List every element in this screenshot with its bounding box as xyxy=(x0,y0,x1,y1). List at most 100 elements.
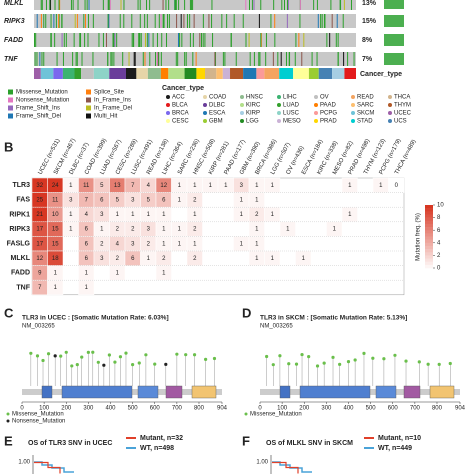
cell-value: 7 xyxy=(85,197,89,203)
mutation-tick xyxy=(87,14,89,28)
legend-swatch xyxy=(8,113,13,119)
row-label: RIPK3 xyxy=(9,226,30,233)
mutation-tick xyxy=(113,33,115,47)
lollipop-head xyxy=(271,363,275,367)
cell-value: 6 xyxy=(85,241,89,247)
cell-value: 2 xyxy=(193,227,197,233)
legend-dot xyxy=(203,95,207,99)
heatmap-cell xyxy=(295,250,312,266)
cancer-segment xyxy=(81,68,94,79)
mutation-tick xyxy=(184,0,186,10)
mutation-tick xyxy=(146,0,148,10)
lollipop-head xyxy=(212,356,217,361)
mutation-tick xyxy=(34,33,36,47)
mutation-tick xyxy=(157,52,159,66)
lollipop-head xyxy=(448,361,452,366)
colorbar-label: 6 xyxy=(437,228,441,234)
cancer-segment xyxy=(168,68,185,79)
x-tick-label: 600 xyxy=(150,406,161,412)
mutation-tick xyxy=(73,33,75,47)
cell-value: 17 xyxy=(36,241,43,247)
cell-value: 1 xyxy=(178,197,182,203)
mutation-tick xyxy=(295,33,297,47)
mutation-tick xyxy=(212,33,214,47)
legend-dot xyxy=(166,95,170,99)
cell-value: 1 xyxy=(271,212,275,218)
mutation-tick xyxy=(179,33,181,47)
cell-value: 1 xyxy=(147,212,151,218)
mutation-tick xyxy=(274,33,276,47)
mutation-tick xyxy=(50,33,52,47)
cancer-segment xyxy=(62,68,75,79)
mutation-tick xyxy=(107,52,109,66)
heatmap-cell xyxy=(279,221,296,237)
mutation-tick xyxy=(92,14,94,28)
mutation-tick xyxy=(335,33,337,47)
percent-label: 15% xyxy=(362,18,377,25)
cell-value: 1 xyxy=(255,227,259,233)
colorbar-step xyxy=(425,227,433,231)
mutation-tick xyxy=(340,0,342,10)
colorbar-label: 8 xyxy=(437,215,441,221)
transcript: NM_003265 xyxy=(22,324,55,330)
mutation-tick xyxy=(154,14,156,28)
lollipop-head xyxy=(35,354,40,358)
mutation-tick xyxy=(79,33,81,47)
mutation-tick xyxy=(311,52,313,66)
cell-value: 1 xyxy=(162,241,166,247)
mutation-tick xyxy=(175,52,177,66)
mutation-tick xyxy=(163,14,165,28)
lollipop-head xyxy=(96,360,100,364)
protein-domain xyxy=(61,385,133,399)
cell-value: 1 xyxy=(116,270,120,276)
cancer-segment xyxy=(243,68,257,79)
cell-value: 6 xyxy=(131,256,135,262)
legend-dot xyxy=(244,412,248,416)
mutation-tick xyxy=(337,52,339,66)
mutation-tick xyxy=(286,14,288,28)
cancer-segment xyxy=(279,68,294,79)
colorbar-step xyxy=(425,261,433,266)
colorbar-label: 0 xyxy=(437,266,441,272)
mutation-tick xyxy=(54,0,56,10)
cell-value: 1 xyxy=(147,256,151,262)
y-tick-label: 1.00 xyxy=(18,460,30,466)
mutation-tick xyxy=(102,33,104,47)
x-tick-label: 700 xyxy=(172,406,183,412)
cell-value: 1 xyxy=(379,183,383,189)
cell-value: 18 xyxy=(52,256,59,262)
mutation-tick xyxy=(189,33,191,47)
mutation-tick xyxy=(55,14,57,28)
cell-value: 1 xyxy=(193,212,197,218)
lollipop-head xyxy=(331,355,335,359)
cancer-segment xyxy=(216,68,223,79)
legend-label: BLCA xyxy=(172,103,188,109)
cell-value: 2 xyxy=(116,227,120,233)
cell-value: 6 xyxy=(85,227,89,233)
transcript: NM_003265 xyxy=(260,324,293,330)
legend-dot xyxy=(240,111,244,115)
cancer-segment xyxy=(293,68,309,79)
cancer-segment xyxy=(344,68,356,79)
x-tick-label: 300 xyxy=(321,406,332,412)
cancer-segment xyxy=(40,68,54,79)
oncoprint-row xyxy=(34,14,356,28)
legend-label: Frame_Shift_Ins xyxy=(16,106,60,112)
cancer-segment xyxy=(34,68,41,79)
cell-value: 11 xyxy=(83,183,90,189)
mutation-tick xyxy=(40,0,42,10)
colorbar-label: 10 xyxy=(437,203,444,209)
cell-value: 1 xyxy=(255,256,259,262)
legend-dot xyxy=(240,119,244,123)
mutation-tick xyxy=(40,14,42,28)
mutation-tick xyxy=(158,52,160,66)
cell-value: 2 xyxy=(131,227,135,233)
mutation-tick xyxy=(160,14,162,28)
mutation-tick xyxy=(56,52,58,66)
legend-label: Missense_Mutation xyxy=(16,90,68,96)
mutation-tick xyxy=(248,33,250,47)
x-tick-label: 904 xyxy=(455,406,466,412)
mutation-tick xyxy=(211,14,213,28)
mutation-tick xyxy=(107,14,109,28)
mutation-tick xyxy=(350,0,352,10)
